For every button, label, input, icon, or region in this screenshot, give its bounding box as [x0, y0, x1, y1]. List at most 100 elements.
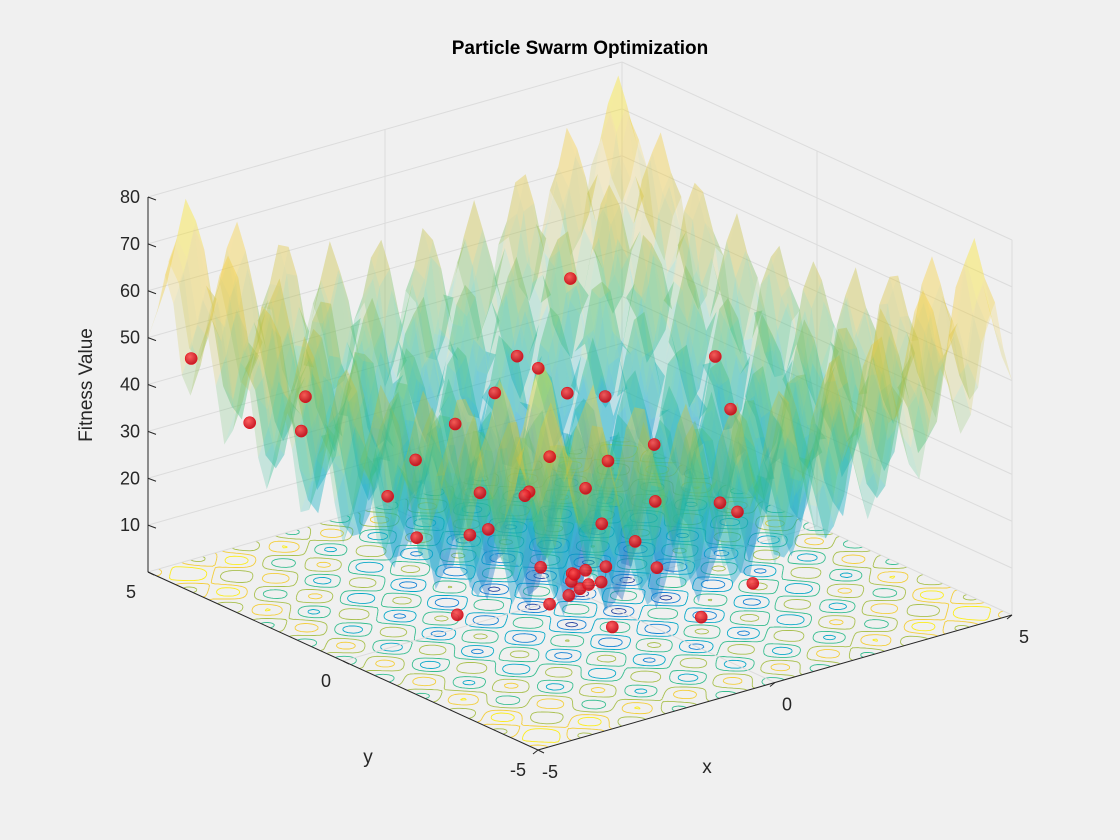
contour-level	[260, 475, 900, 712]
surface-patch	[615, 432, 635, 551]
surface-patch	[190, 321, 210, 396]
surface-patch	[861, 308, 881, 408]
surface-patch	[768, 390, 788, 494]
surface-patch	[677, 404, 697, 503]
surface-patch	[304, 336, 323, 396]
surface-patch	[821, 362, 841, 421]
surface-patch	[534, 203, 553, 325]
surface-patch	[357, 372, 376, 448]
surface-patch	[348, 391, 368, 467]
surface-patch	[591, 431, 611, 489]
surface-patch	[644, 311, 664, 399]
surface-patch	[487, 448, 507, 501]
surface-patch	[682, 219, 702, 357]
y-tick-mark	[342, 660, 350, 665]
surface-patch	[566, 501, 586, 525]
surface-patch	[183, 227, 203, 346]
surface-patch	[830, 355, 850, 451]
surface-patch	[520, 501, 540, 581]
surface-patch	[632, 234, 652, 297]
surface-patch	[228, 255, 247, 332]
surface-patch	[648, 422, 668, 503]
surface-patch	[538, 239, 558, 325]
surface-patch	[319, 241, 339, 313]
particle-marker	[731, 505, 744, 519]
z-tick-mark	[147, 430, 157, 435]
surface-patch	[507, 476, 527, 541]
surface-patch	[763, 334, 783, 429]
surface-patch	[450, 480, 469, 570]
surface-patch	[433, 454, 453, 556]
surface-patch	[702, 428, 722, 497]
surface-patch	[716, 241, 736, 350]
surface-patch	[726, 401, 746, 497]
surface-patch	[350, 318, 370, 356]
surface-patch	[604, 464, 623, 525]
surface-patch	[386, 382, 406, 476]
surface-patch	[878, 335, 898, 441]
surface-patch	[687, 500, 706, 579]
particle-marker	[510, 349, 524, 363]
surface-patch	[695, 401, 714, 493]
surface-patch	[178, 260, 198, 349]
surface-patch	[509, 401, 529, 494]
surface-patch	[533, 448, 553, 547]
surface-patch	[569, 353, 588, 462]
surface-patch	[382, 328, 402, 438]
surface-patch	[187, 220, 207, 325]
surface-patch	[646, 499, 666, 564]
surface-patch	[357, 406, 377, 495]
surface-patch	[395, 420, 415, 521]
surface-patch	[617, 428, 637, 495]
surface-patch	[661, 431, 681, 516]
surface-patch	[427, 421, 447, 507]
surface-patch	[678, 321, 698, 408]
surface-patch	[807, 503, 827, 539]
surface-patch	[247, 268, 267, 350]
surface-patch	[289, 403, 308, 500]
surface-patch	[693, 428, 713, 442]
surface-patch	[558, 444, 577, 504]
surface-patch	[264, 369, 284, 442]
surface-patch	[362, 456, 382, 486]
surface-patch	[860, 304, 880, 435]
surface-patch	[415, 279, 435, 358]
surface-patch	[260, 315, 279, 428]
surface-patch	[546, 556, 565, 599]
surface-patch	[620, 481, 640, 547]
surface-patch	[269, 278, 288, 359]
surface-patch	[646, 361, 665, 412]
surface-patch	[489, 423, 509, 508]
surface-patch	[323, 310, 342, 390]
surface-patch	[591, 114, 610, 167]
surface-patch	[501, 442, 520, 555]
surface-patch	[676, 344, 696, 410]
surface-patch	[770, 426, 790, 515]
surface-patch	[684, 182, 704, 220]
particle-marker	[518, 489, 532, 503]
surface-patch	[724, 415, 743, 508]
surface-patch	[326, 385, 346, 473]
surface-patch	[547, 444, 567, 557]
surface-patch	[405, 267, 425, 303]
surface-patch	[415, 456, 434, 538]
surface-patch	[537, 500, 557, 577]
surface-patch	[434, 541, 454, 569]
surface-patch	[583, 505, 602, 534]
surface-patch	[864, 311, 883, 400]
surface-patch	[411, 457, 430, 546]
surface-patch	[752, 366, 772, 418]
surface-patch	[891, 316, 911, 400]
surface-patch	[435, 341, 455, 402]
surface-patch	[473, 338, 493, 410]
surface-patch	[565, 476, 585, 568]
particle-marker	[605, 620, 619, 634]
surface-patch	[826, 380, 845, 495]
surface-patch	[643, 151, 663, 237]
surface-patch	[410, 470, 430, 502]
surface-patch	[756, 475, 776, 506]
surface-patch	[526, 438, 545, 543]
particle-marker	[598, 390, 612, 403]
surface-patch	[371, 239, 390, 287]
surface-patch	[762, 456, 782, 515]
